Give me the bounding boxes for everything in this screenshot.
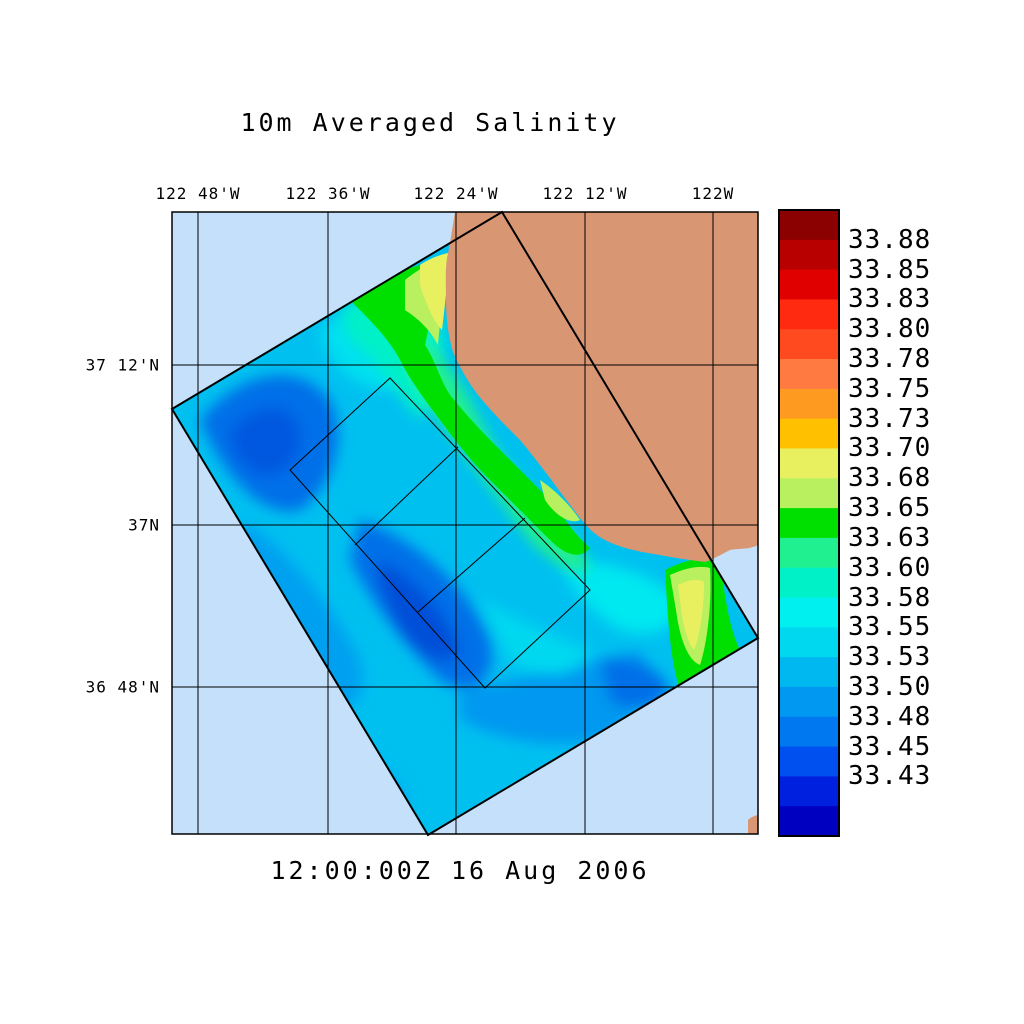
colorbar-swatch	[779, 210, 839, 241]
colorbar-label: 33.48	[848, 701, 932, 732]
colorbar-label: 33.55	[848, 612, 932, 643]
map-title: 10m Averaged Salinity	[240, 108, 620, 137]
colorbar-label: 33.80	[848, 314, 932, 345]
lat-label-36-48n: 36 48'N	[85, 677, 160, 697]
lon-label-122-48w: 122 48'W	[155, 184, 241, 203]
coastline-land	[445, 212, 758, 562]
colorbar-swatch	[779, 597, 839, 628]
lon-label-122-24w: 122 24'W	[413, 184, 499, 203]
colorbar-swatch	[779, 776, 839, 807]
colorbar-label: 33.68	[848, 463, 932, 494]
colorbar-swatch	[779, 537, 839, 569]
colorbar-label: 33.58	[848, 582, 932, 613]
colorbar-label: 33.75	[848, 373, 932, 404]
colorbar-swatch	[779, 329, 839, 360]
colorbar-swatch	[779, 388, 839, 420]
lon-label-122-12w: 122 12'W	[542, 184, 628, 203]
lat-label-37n: 37N	[128, 515, 160, 535]
colorbar-swatch	[779, 359, 839, 390]
map-timestamp: 12:00:00Z 16 Aug 2006	[270, 856, 650, 885]
colorbar-swatch	[779, 508, 839, 539]
colorbar-swatch	[779, 806, 839, 837]
colorbar-label: 33.43	[848, 761, 932, 792]
colorbar-label: 33.83	[848, 284, 932, 315]
colorbar-label: 33.45	[848, 731, 932, 762]
lon-label-122-36w: 122 36'W	[285, 184, 371, 203]
colorbar-swatch	[779, 239, 839, 271]
colorbar-swatch	[779, 567, 839, 599]
colorbar-label: 33.78	[848, 344, 932, 375]
lon-label-122w: 122W	[691, 184, 735, 203]
colorbar-label: 33.70	[848, 433, 932, 464]
colorbar-label: 33.73	[848, 403, 932, 434]
colorbar-label: 33.65	[848, 493, 932, 524]
colorbar	[778, 209, 840, 837]
colorbar-swatch	[779, 269, 839, 300]
colorbar-label: 33.53	[848, 642, 932, 673]
nested-grid-boxes	[289, 377, 591, 689]
colorbar-label: 33.50	[848, 671, 932, 702]
colorbar-swatch	[779, 716, 839, 748]
colorbar-border	[778, 209, 840, 837]
colorbar-label: 33.85	[848, 254, 932, 285]
colorbar-label: 33.63	[848, 522, 932, 553]
colorbar-swatch	[779, 627, 839, 658]
map-frame	[171, 211, 759, 835]
colorbar-swatch	[779, 657, 839, 688]
colorbar-label: 33.60	[848, 552, 932, 583]
colorbar-swatch	[779, 299, 839, 330]
colorbar-swatch	[779, 448, 839, 479]
colorbar-swatch	[779, 686, 839, 718]
colorbar-label: 33.88	[848, 224, 932, 255]
colorbar-swatch	[779, 418, 839, 449]
colorbar-swatch	[779, 478, 839, 509]
colorbar-swatch	[779, 746, 839, 777]
lat-label-37-12n: 37 12'N	[85, 355, 160, 375]
land-fragment	[748, 815, 758, 834]
